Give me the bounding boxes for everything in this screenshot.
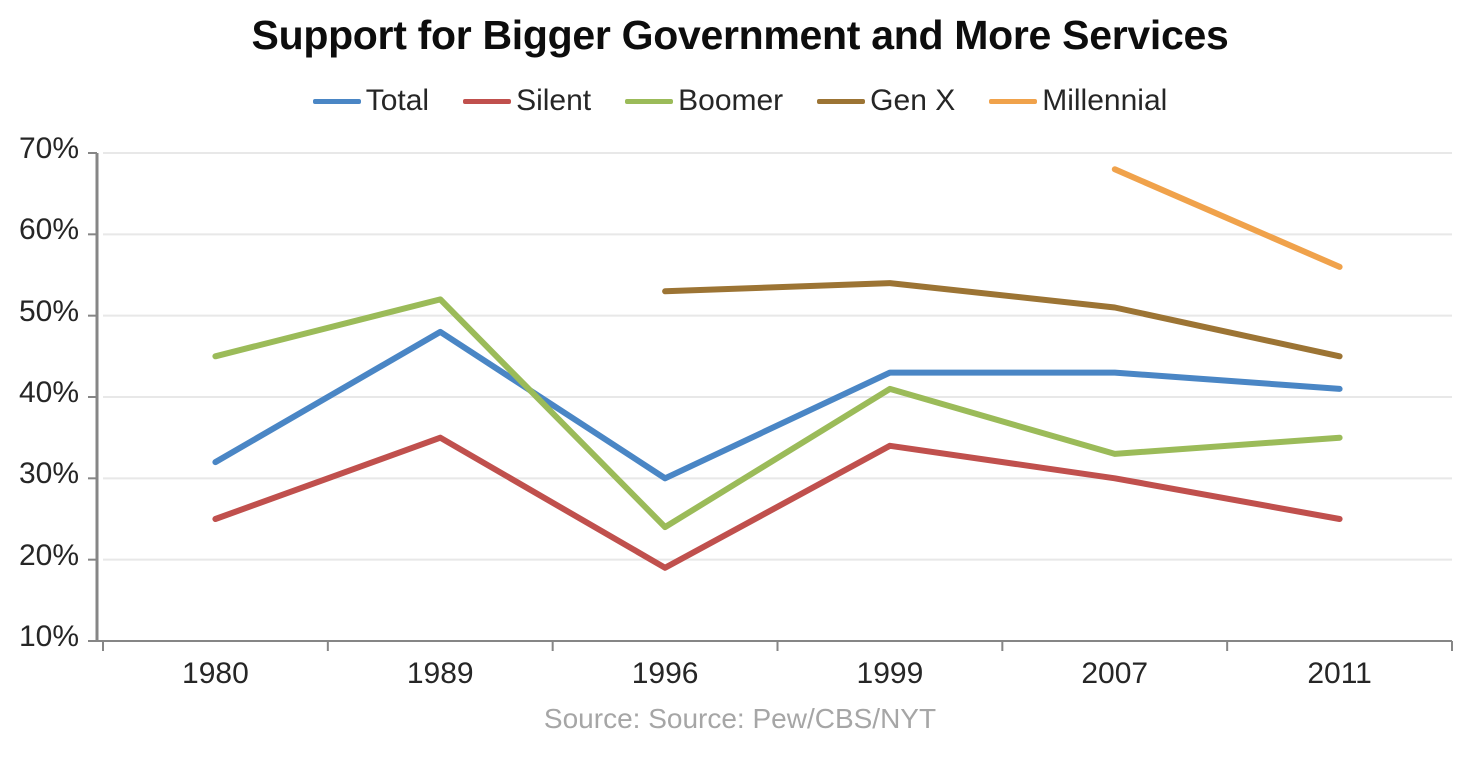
y-axis-tick-label: 10% xyxy=(18,620,79,653)
y-axis-tick-label: 70% xyxy=(18,132,79,165)
y-axis-tick-label: 40% xyxy=(18,376,79,409)
legend-item-total[interactable]: Total xyxy=(312,84,430,117)
x-axis-tick-label: 1996 xyxy=(631,657,699,690)
legend-label-gen-x: Gen X xyxy=(870,84,956,117)
series-line-total xyxy=(212,328,1343,482)
legend-label-total: Total xyxy=(365,84,430,117)
chart-title: Support for Bigger Government and More S… xyxy=(251,12,1229,58)
y-axis-tick-label: 60% xyxy=(18,213,79,247)
legend-swatch-gen-x xyxy=(817,98,866,104)
series-line-silent xyxy=(212,434,1343,571)
axis-lines xyxy=(88,152,1453,651)
x-axis-tick-label: 1980 xyxy=(182,657,249,690)
series-lines xyxy=(212,166,1343,571)
series-line-millennial xyxy=(1111,166,1343,270)
series-line-boomer xyxy=(212,296,1343,531)
legend-label-boomer: Boomer xyxy=(678,84,784,117)
x-axis-tick-label: 2011 xyxy=(1307,657,1372,690)
legend-label-millennial: Millennial xyxy=(1042,84,1168,117)
legend-swatch-boomer xyxy=(625,98,674,104)
legend-swatch-silent xyxy=(463,98,512,104)
x-axis-tick-label: 1999 xyxy=(856,657,924,690)
source-note: Source: Source: Pew/CBS/NYT xyxy=(543,703,937,734)
legend-swatch-total xyxy=(312,98,361,104)
legend-label-silent: Silent xyxy=(516,84,592,117)
legend-item-boomer[interactable]: Boomer xyxy=(625,86,783,116)
y-axis-tick-label: 50% xyxy=(18,294,79,328)
x-axis-tick-label: 1989 xyxy=(406,657,474,690)
legend-swatch-millennial xyxy=(989,98,1038,104)
legend-item-silent[interactable]: Silent xyxy=(463,86,591,116)
x-axis-tick-label: 2007 xyxy=(1081,657,1149,690)
series-line-gen-x xyxy=(662,280,1343,360)
chart-legend: Total Silent Boomer Gen X Millennial xyxy=(0,86,1480,116)
legend-item-gen-x[interactable]: Gen X xyxy=(817,86,955,116)
y-axis-tick-label: 20% xyxy=(18,538,79,572)
legend-item-millennial[interactable]: Millennial xyxy=(989,86,1167,116)
y-axis-tick-label: 30% xyxy=(18,457,79,491)
